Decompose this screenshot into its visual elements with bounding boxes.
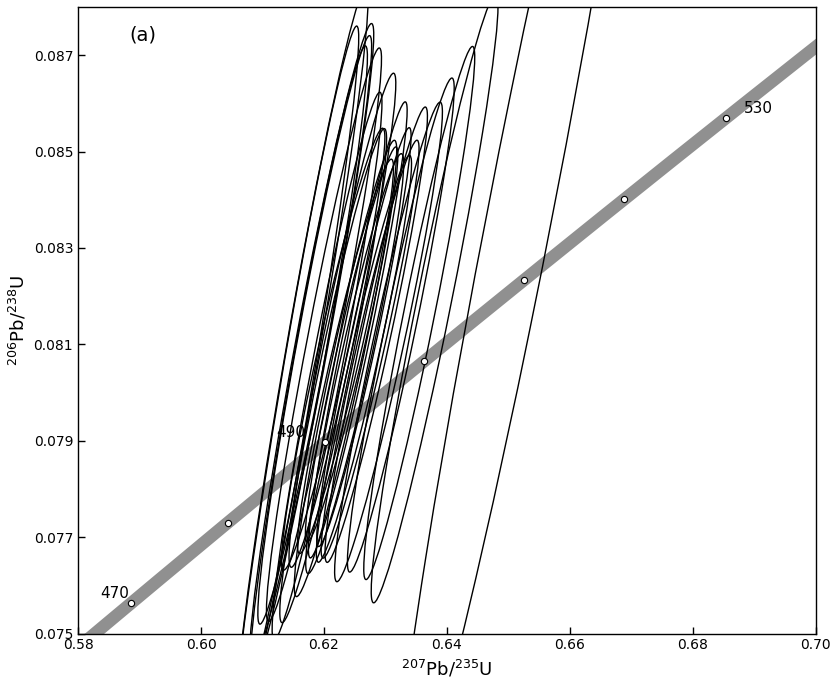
Text: (a): (a) — [130, 26, 157, 45]
Y-axis label: $^{206}$Pb/$^{238}$U: $^{206}$Pb/$^{238}$U — [7, 274, 28, 366]
Text: 470: 470 — [101, 586, 129, 601]
X-axis label: $^{207}$Pb/$^{235}$U: $^{207}$Pb/$^{235}$U — [401, 658, 493, 679]
Text: 490: 490 — [277, 425, 305, 440]
Text: 530: 530 — [744, 101, 773, 116]
